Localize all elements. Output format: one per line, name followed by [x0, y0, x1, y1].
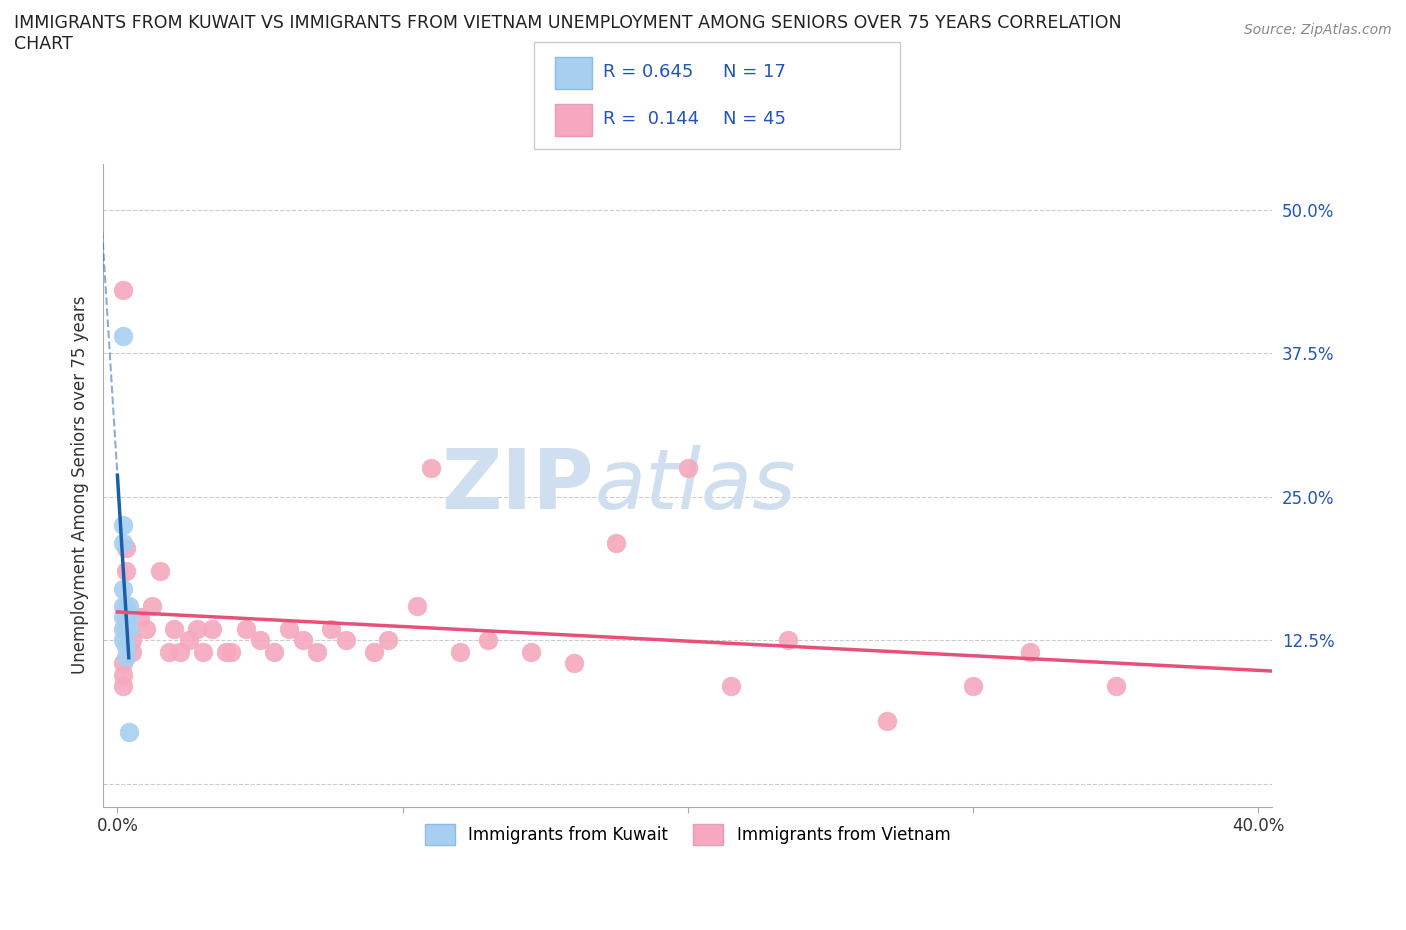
Point [118, 598, 141, 613]
Point [112, 679, 135, 694]
Point [141, 598, 163, 613]
Point [263, 644, 285, 659]
Point [112, 610, 135, 625]
Point [115, 650, 138, 665]
Point [235, 621, 257, 636]
Point [186, 621, 208, 636]
Text: N = 17: N = 17 [723, 63, 786, 81]
Point [1019, 644, 1042, 659]
Point [115, 541, 138, 556]
Y-axis label: Unemployment Among Seniors over 75 years: Unemployment Among Seniors over 75 years [72, 296, 89, 674]
Point [191, 644, 214, 659]
Point [420, 460, 443, 475]
Point [335, 632, 357, 647]
Point [115, 610, 138, 625]
Point [520, 644, 543, 659]
Point [169, 644, 191, 659]
Text: ZIP: ZIP [441, 445, 595, 525]
Point [363, 644, 385, 659]
Point [477, 632, 499, 647]
Point [112, 632, 135, 647]
Text: IMMIGRANTS FROM KUWAIT VS IMMIGRANTS FROM VIETNAM UNEMPLOYMENT AMONG SENIORS OVE: IMMIGRANTS FROM KUWAIT VS IMMIGRANTS FRO… [14, 14, 1122, 32]
Point [112, 581, 135, 596]
Text: R = 0.645: R = 0.645 [603, 63, 693, 81]
Point [776, 632, 799, 647]
Point [115, 564, 138, 578]
Point [215, 644, 238, 659]
Point [135, 621, 157, 636]
Point [157, 644, 180, 659]
Point [200, 621, 222, 636]
Text: Source: ZipAtlas.com: Source: ZipAtlas.com [1244, 23, 1392, 37]
Point [405, 598, 427, 613]
Point [962, 679, 984, 694]
Point [876, 713, 898, 728]
Point [720, 679, 742, 694]
Point [149, 564, 172, 578]
Point [115, 639, 138, 654]
Point [121, 644, 143, 659]
Point [321, 621, 343, 636]
Point [163, 621, 186, 636]
Point [291, 632, 314, 647]
Legend: Immigrants from Kuwait, Immigrants from Vietnam: Immigrants from Kuwait, Immigrants from … [416, 816, 959, 853]
Point [112, 283, 135, 298]
Point [115, 621, 138, 636]
Point [676, 460, 699, 475]
Point [112, 621, 135, 636]
Point [277, 621, 299, 636]
Text: CHART: CHART [14, 35, 73, 53]
Point [562, 656, 585, 671]
Point [112, 667, 135, 682]
Point [112, 518, 135, 533]
Point [115, 598, 138, 613]
Text: N = 45: N = 45 [723, 110, 786, 128]
Text: R =  0.144: R = 0.144 [603, 110, 699, 128]
Point [177, 632, 200, 647]
Text: atlas: atlas [595, 445, 796, 525]
Point [605, 535, 627, 550]
Point [112, 656, 135, 671]
Point [121, 632, 143, 647]
Point [118, 724, 141, 739]
Point [118, 621, 141, 636]
Point [118, 610, 141, 625]
Point [112, 535, 135, 550]
Point [112, 598, 135, 613]
Point [305, 644, 328, 659]
Point [449, 644, 471, 659]
Point [249, 632, 271, 647]
Point [1104, 679, 1126, 694]
Point [129, 610, 152, 625]
Point [112, 328, 135, 343]
Point [221, 644, 243, 659]
Point [377, 632, 399, 647]
